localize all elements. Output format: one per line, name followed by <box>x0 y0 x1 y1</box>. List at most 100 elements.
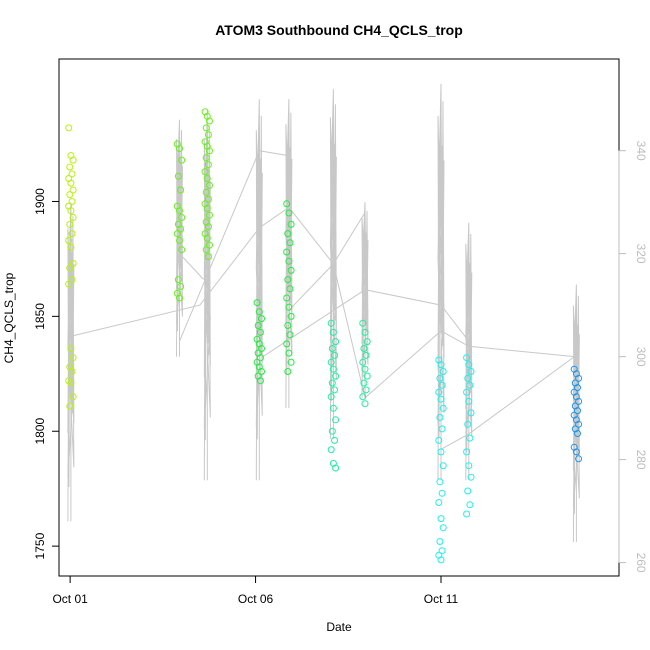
data-point <box>575 397 583 405</box>
data-point <box>463 388 471 396</box>
data-point <box>465 361 473 369</box>
secondary-connector <box>440 356 575 450</box>
x-axis-label: Date <box>326 620 352 634</box>
data-point <box>203 204 211 212</box>
data-point <box>203 175 211 182</box>
data-point <box>331 351 338 359</box>
data-point <box>332 338 340 346</box>
data-point <box>286 239 294 247</box>
data-point <box>329 404 337 412</box>
y-tick-label-left: 1850 <box>33 303 47 330</box>
data-point <box>69 260 77 267</box>
secondary-spike <box>203 109 211 481</box>
data-point <box>67 379 75 387</box>
data-point <box>284 322 292 329</box>
data-point <box>328 427 336 435</box>
data-point <box>254 322 262 329</box>
data-point <box>464 374 472 382</box>
data-point <box>464 487 472 495</box>
data-point <box>69 214 77 221</box>
data-point <box>467 409 475 417</box>
data-point <box>67 179 75 187</box>
data-point <box>359 393 367 401</box>
data-point <box>575 420 583 428</box>
data-point <box>436 478 444 486</box>
data-point <box>68 230 76 238</box>
secondary-connector <box>179 253 204 280</box>
plot-frame <box>58 58 620 577</box>
data-point <box>69 393 77 401</box>
data-point <box>572 448 580 456</box>
y-tick-label-right: 260 <box>634 553 648 573</box>
data-point <box>463 448 471 456</box>
chart-title: ATOM3 Southbound CH4_QCLS_trop <box>215 22 463 38</box>
data-point <box>327 446 335 454</box>
data-point <box>283 200 291 208</box>
data-point <box>362 351 370 359</box>
data-point <box>575 455 583 463</box>
data-point <box>327 319 335 327</box>
data-point <box>176 294 183 302</box>
data-point <box>69 354 77 362</box>
y-tick-label-right: 340 <box>634 141 648 161</box>
data-point <box>331 386 338 394</box>
secondary-spike <box>255 99 263 481</box>
data-point <box>206 241 213 249</box>
data-point <box>466 434 474 442</box>
secondary-connector <box>288 212 366 311</box>
data-point <box>436 538 444 545</box>
data-point <box>437 515 445 523</box>
data-point <box>65 377 73 385</box>
data-point <box>287 220 295 228</box>
data-point <box>465 462 473 470</box>
data-point <box>206 117 213 125</box>
data-point <box>178 246 186 254</box>
secondary-connector <box>262 289 470 358</box>
data-point <box>466 381 474 389</box>
data-point <box>463 510 471 518</box>
data-point <box>203 234 211 242</box>
secondary-spike <box>175 119 183 357</box>
data-point <box>204 223 212 231</box>
data-point <box>206 181 213 189</box>
data-point <box>327 358 335 366</box>
data-point <box>285 349 293 357</box>
data-point <box>287 312 295 320</box>
y-axis-right: 260 280 300 320 340 <box>618 141 648 573</box>
data-point <box>467 473 475 481</box>
data-point <box>332 464 340 472</box>
data-point <box>463 354 471 362</box>
data-point <box>283 294 291 302</box>
data-point <box>359 319 367 327</box>
data-point <box>258 315 265 323</box>
data-point <box>201 168 209 176</box>
data-point <box>65 280 73 288</box>
data-point <box>256 377 264 385</box>
data-point <box>174 276 182 284</box>
data-point <box>177 186 185 194</box>
data-point <box>466 501 474 509</box>
data-point <box>68 276 76 284</box>
data-point <box>574 384 581 392</box>
data-point <box>438 547 446 555</box>
data-point <box>439 368 447 375</box>
data-point <box>202 246 210 254</box>
data-point <box>286 331 294 339</box>
data-point <box>436 414 444 421</box>
data-point <box>283 340 291 348</box>
data-point <box>204 253 212 261</box>
y-tick-label-left: 1900 <box>33 188 47 215</box>
data-point <box>178 214 186 221</box>
y-axis-left: 1750 1800 1850 1900 <box>33 188 60 559</box>
data-point <box>177 283 185 290</box>
data-point <box>436 374 444 382</box>
x-tick-label: Oct 06 <box>238 592 274 606</box>
secondary-spike <box>361 202 369 398</box>
data-point <box>67 345 75 352</box>
data-point <box>361 328 369 336</box>
data-point <box>69 186 77 194</box>
data-point <box>66 220 74 228</box>
data-point <box>332 372 340 380</box>
data-point <box>363 338 371 346</box>
